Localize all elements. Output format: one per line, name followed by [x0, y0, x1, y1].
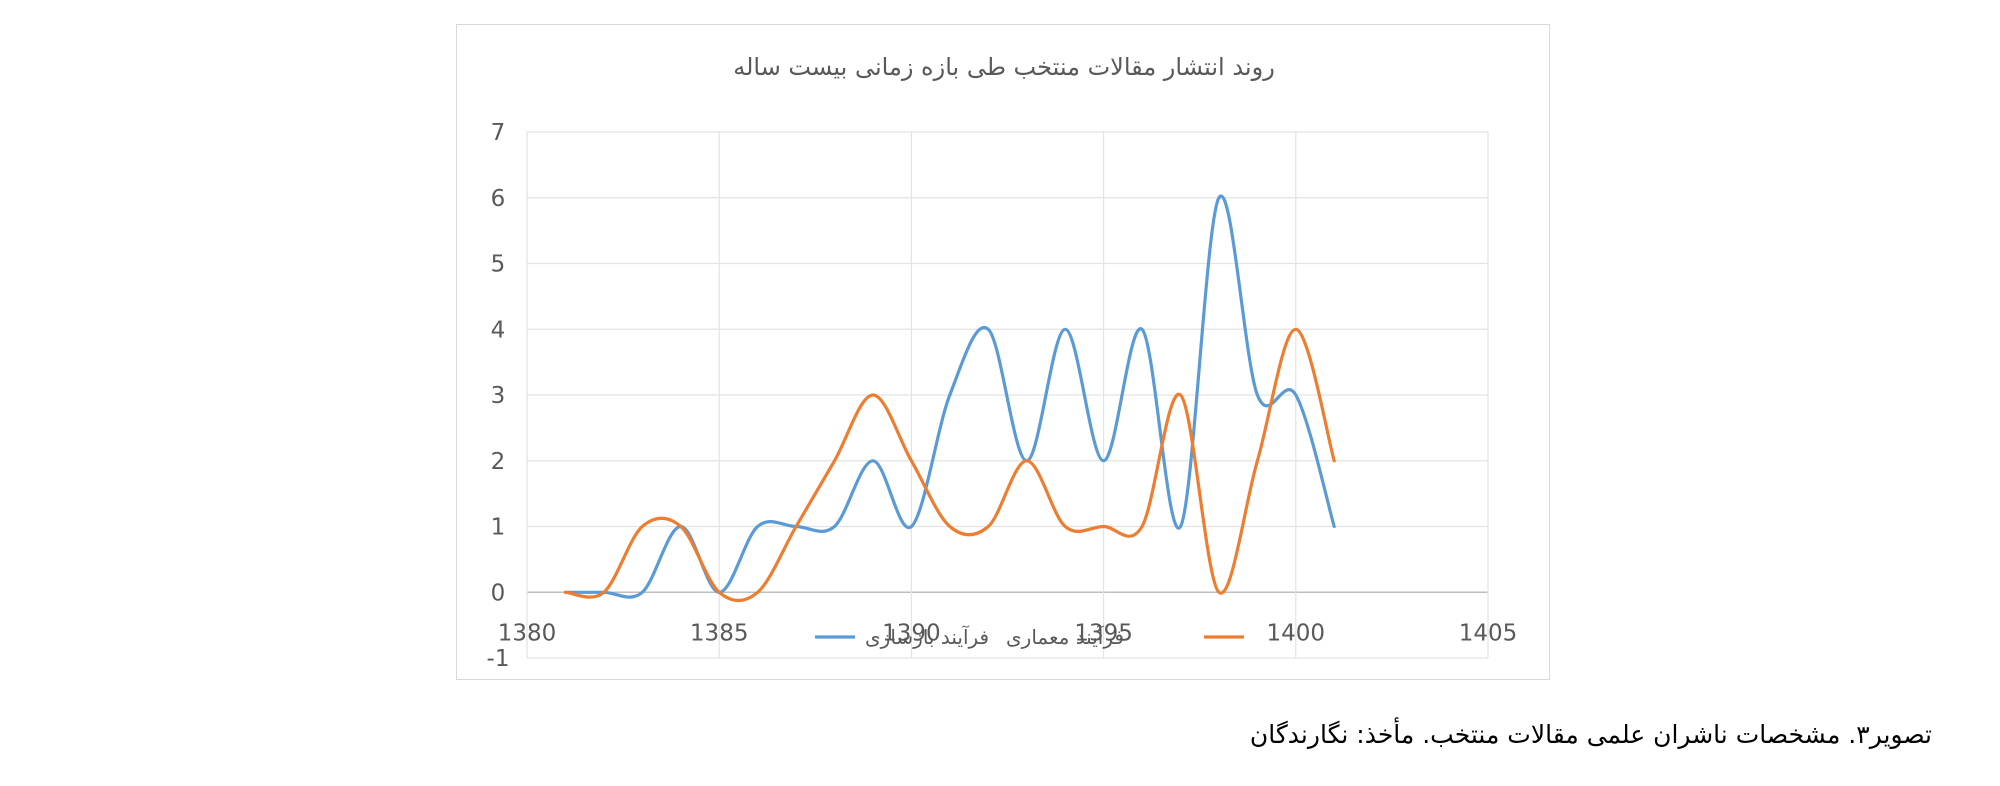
- y-tick-label: 4: [491, 317, 506, 343]
- y-tick-label: -1: [487, 646, 510, 672]
- y-tick-label: 0: [491, 580, 506, 606]
- x-tick-label: 1380: [498, 620, 557, 646]
- x-tick-label: 1395: [1074, 620, 1133, 646]
- chart-frame: روند انتشار مقالات منتخب طی بازه زمانی ب…: [456, 24, 1550, 680]
- x-tick-label: 1405: [1459, 620, 1518, 646]
- legend-label: فرآیند معماری: [1006, 624, 1124, 649]
- x-tick-label: 1400: [1267, 620, 1326, 646]
- series-line-1: [563, 194, 1336, 599]
- legend-item: فرآیند معماری: [1006, 624, 1244, 649]
- x-tick-label: 1390: [882, 620, 941, 646]
- y-tick-label: 7: [491, 120, 506, 146]
- y-tick-label: 3: [491, 383, 506, 409]
- legend-item: فرآیند بازسازی: [815, 624, 989, 649]
- series-line-2: [563, 327, 1336, 603]
- figure-caption: تصویر۳. مشخصات ناشران علمی مقالات منتخب.…: [1249, 720, 1932, 749]
- y-tick-label: 6: [491, 186, 506, 212]
- line-chart: روند انتشار مقالات منتخب طی بازه زمانی ب…: [487, 53, 1518, 672]
- chart-title: روند انتشار مقالات منتخب طی بازه زمانی ب…: [733, 53, 1275, 81]
- y-tick-label: 2: [491, 449, 506, 475]
- y-tick-label: 1: [491, 515, 506, 541]
- x-tick-label: 1385: [690, 620, 749, 646]
- legend-label: فرآیند بازسازی: [865, 624, 989, 649]
- y-tick-label: 5: [491, 252, 506, 278]
